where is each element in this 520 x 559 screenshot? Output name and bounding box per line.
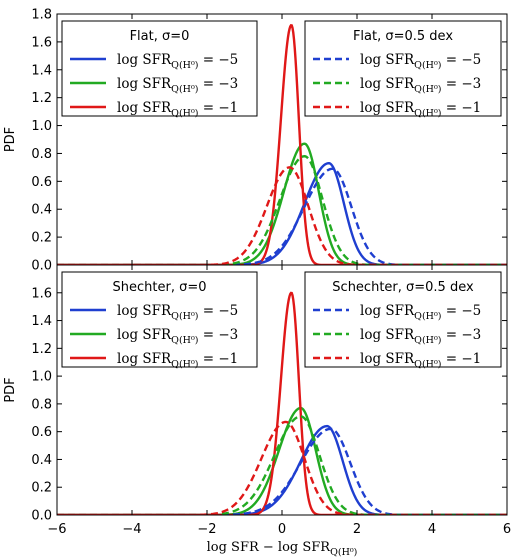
legend-entry-label: log SFRQ(H⁰) = −5 [360, 303, 481, 322]
legend-entry-label: log SFRQ(H⁰) = −5 [117, 303, 238, 322]
y-axis-label: PDF [3, 377, 18, 402]
x-tick-label: 4 [428, 522, 436, 537]
legend-entry-label: log SFRQ(H⁰) = −1 [117, 351, 238, 370]
legend-top-right: Schechter, σ=0.5 dex log SFRQ(H⁰) = −5 log… [304, 271, 502, 370]
legend-top-left: Flat, σ=0 log SFRQ(H⁰) = −5 log SFRQ(H⁰) =… [61, 20, 258, 119]
legend-entry-label: log SFRQ(H⁰) = −3 [360, 327, 481, 346]
y-tick-label: 0.0 [31, 509, 52, 524]
y-tick-label: 0.6 [31, 175, 52, 190]
y-tick-label: 0.4 [31, 453, 52, 468]
legend-box [61, 271, 258, 368]
series-line-solid-2 [57, 291, 507, 515]
series-line-solid-1 [57, 406, 507, 515]
legend-entry-label: log SFRQ(H⁰) = −1 [117, 100, 238, 119]
series-line-solid-0 [57, 162, 507, 265]
bottom-panel: 0.0 0.2 0.4 0.6 0.8 1.0 1.2 1.4 1.6 −6 −4 −2 0 2 4 6 PDF… [3, 264, 511, 537]
y-tick-label: 1.0 [31, 119, 52, 134]
x-tick-label: 6 [503, 522, 511, 537]
series-line-dashed-5 [57, 420, 507, 515]
legend-title: Schechter, σ=0.5 dex [332, 280, 474, 295]
y-tick-label: 0.8 [31, 147, 52, 162]
legend-title: Shechter, σ=0 [113, 280, 207, 295]
y-axis-label: PDF [3, 127, 18, 152]
x-tick-label: −4 [122, 522, 141, 537]
series-line-dashed-5 [57, 166, 507, 265]
y-tick-label: 1.4 [31, 63, 52, 78]
series-line-solid-2 [57, 23, 507, 265]
y-tick-label: 0.2 [31, 231, 52, 246]
legend-box [304, 20, 502, 117]
curves [57, 291, 507, 515]
legend-entry-label: log SFRQ(H⁰) = −5 [117, 52, 238, 71]
y-tick-label: 1.6 [31, 35, 52, 50]
y-tick-label: 1.2 [31, 91, 52, 106]
x-tick-label: 0 [278, 522, 286, 537]
legend-entry-label: log SFRQ(H⁰) = −5 [360, 52, 481, 71]
legend-top-left: Shechter, σ=0 log SFRQ(H⁰) = −5 log SFRQ(H… [61, 271, 258, 370]
series-line-dashed-4 [57, 415, 507, 515]
series-line-solid-0 [57, 424, 507, 515]
y-tick-label: 1.0 [31, 370, 52, 385]
legend-entry-label: log SFRQ(H⁰) = −3 [117, 76, 238, 95]
y-tick-label: 0.8 [31, 397, 52, 412]
curves [57, 23, 507, 265]
legend-entry-label: log SFRQ(H⁰) = −3 [117, 327, 238, 346]
legend-box [61, 20, 258, 117]
x-tick-label: 2 [353, 522, 361, 537]
legend-title: Flat, σ=0.5 dex [353, 29, 453, 44]
top-panel: 0.0 0.2 0.4 0.6 0.8 1.0 1.2 1.4 1.6 1.8 PDF Flat, σ… [3, 8, 508, 274]
legend-entry-label: log SFRQ(H⁰) = −3 [360, 76, 481, 95]
x-tick-label: −2 [197, 522, 216, 537]
x-axis-label: log SFR − log SFRQ(H⁰) [207, 540, 358, 558]
y-tick-label: 0.6 [31, 425, 52, 440]
y-tick-label: 0.4 [31, 203, 52, 218]
y-tick-label: 0.0 [31, 259, 52, 274]
legend-box [304, 271, 502, 368]
series-line-dashed-4 [57, 155, 507, 265]
y-tick-label: 1.6 [31, 286, 52, 301]
y-tick-label: 1.4 [31, 314, 52, 329]
y-tick-label: 1.8 [31, 8, 52, 23]
series-line-solid-1 [57, 142, 507, 265]
y-tick-label: 1.2 [31, 342, 52, 357]
legend-title: Flat, σ=0 [130, 29, 190, 44]
legend-top-right: Flat, σ=0.5 dex log SFRQ(H⁰) = −5 log SFRQ… [304, 20, 502, 119]
series-line-dashed-3 [57, 427, 507, 515]
legend-entry-label: log SFRQ(H⁰) = −1 [360, 351, 481, 370]
x-tick-label: −6 [47, 522, 66, 537]
x-axis-label-text: log SFR − log SFRQ(H⁰) [207, 540, 358, 558]
y-tick-label: 0.2 [31, 481, 52, 496]
legend-entry-label: log SFRQ(H⁰) = −1 [360, 100, 481, 119]
